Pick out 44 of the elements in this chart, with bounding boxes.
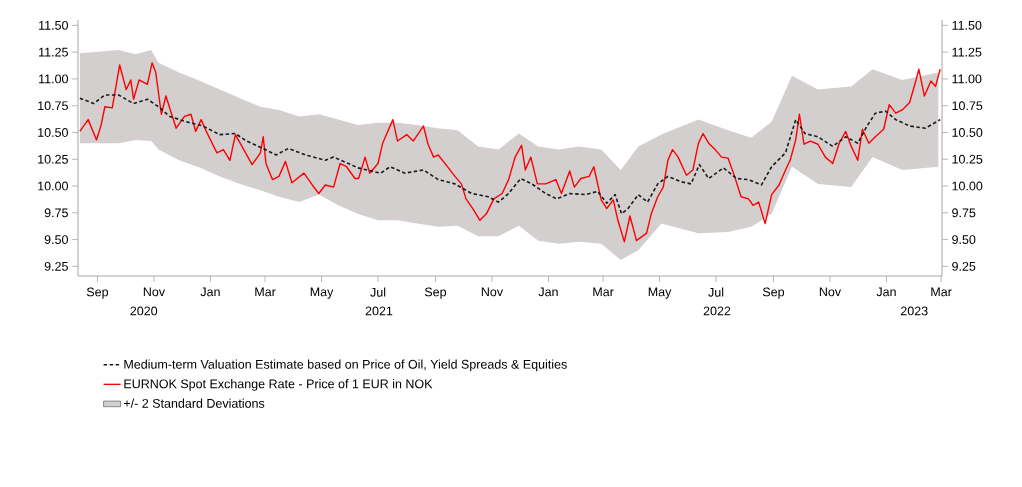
x-tick-label: Sep [424,287,447,299]
text: 2021 [365,306,393,316]
y2-tick-label: 11.00 [39,74,68,84]
y2-tick-label: 10.50 [38,128,68,137]
y-tick-label: 11.25 [952,47,982,57]
x-tick-label: Nov [481,287,504,297]
y-tick-label: 9.75 [952,208,976,218]
x-tick-label: Jul [708,287,724,297]
x-tick-label: Jan [200,287,220,297]
y-tick-label: 9.25 [952,261,976,271]
x-tick-label: Mar [593,287,614,297]
y2-tick-label: 9.75 [44,208,68,218]
y-tick-label: 10.25 [952,154,983,164]
y-tick-label: 10.00 [952,181,983,191]
y2-tick-label: 11.25 [39,47,68,57]
y2-tick-label: 9.25 [44,261,68,271]
text: 2020 [130,306,158,316]
y2-tick-label: 10.75 [38,101,68,111]
y-tick-label: 11.00 [952,74,982,84]
x-tick-label: Sep [762,287,785,299]
y2-tick-label: 11.50 [39,20,68,30]
x-tick-label: Nov [819,287,842,297]
x-tick-label: Jan [538,287,558,297]
x-tick-label: Jan [876,287,896,297]
y2-tick-label: 9.50 [44,235,68,245]
x-tick-label: Mar [255,287,276,297]
x-tick-label: Jul [370,287,386,297]
y2-tick-label: 10.25 [38,154,68,164]
y-tick-label: 10.75 [952,101,983,111]
text: 2022 [703,306,731,316]
x-tick-label: Sep [86,287,109,299]
y-tick-label: 11.50 [952,20,982,30]
x-tick-label: May [648,287,672,299]
y-tick-label: 9.50 [952,235,976,245]
x-tick-label: Nov [143,287,165,297]
legend-label: Medium-term Valuation Estimate based on Price of Oil, Yield Spreads & Equities [124,359,567,372]
legend-label: +/- 2 Standard Deviations [123,398,265,408]
y2-tick-label: 10.00 [38,181,68,191]
legend-label: EURNOK Spot Exchange Rate - Price of 1 EUR in NOK [124,379,433,391]
text: 2023 [900,306,928,316]
x-tick-label: May [310,287,334,299]
line-series [79,94,941,215]
x-tick-label: Mar [931,287,952,297]
y-tick-label: 10.50 [952,128,983,137]
